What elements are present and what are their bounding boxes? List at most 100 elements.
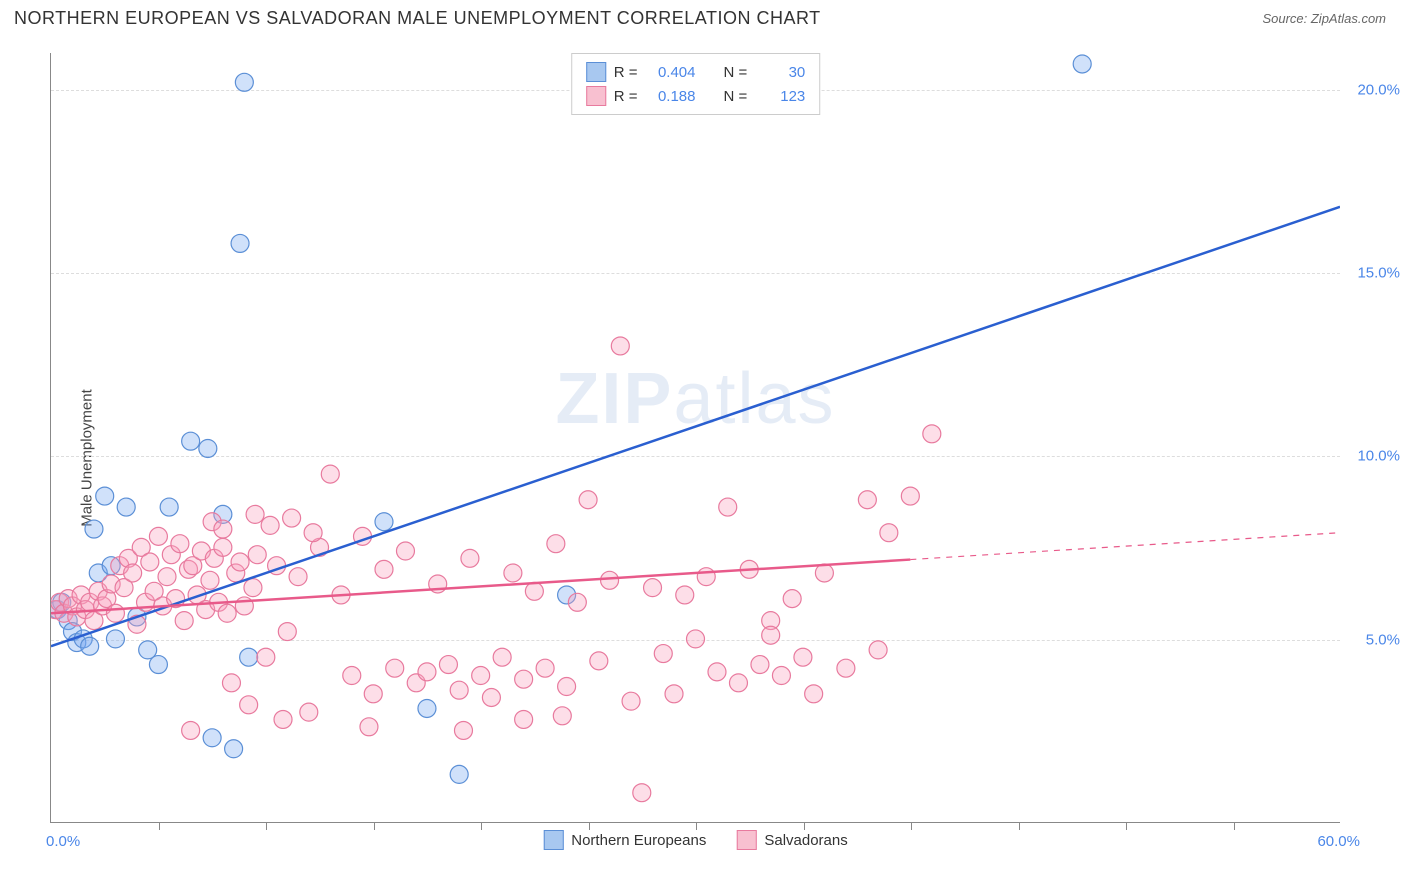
data-point bbox=[182, 432, 200, 450]
legend-item: Salvadorans bbox=[736, 830, 847, 850]
data-point bbox=[149, 527, 167, 545]
chart-title: NORTHERN EUROPEAN VS SALVADORAN MALE UNE… bbox=[14, 8, 821, 29]
data-point bbox=[257, 648, 275, 666]
x-tick bbox=[696, 822, 697, 830]
data-point bbox=[794, 648, 812, 666]
data-point bbox=[772, 667, 790, 685]
data-point bbox=[762, 626, 780, 644]
legend-series-name: Northern Europeans bbox=[571, 832, 706, 849]
data-point bbox=[553, 707, 571, 725]
data-point bbox=[869, 641, 887, 659]
data-point bbox=[240, 696, 258, 714]
data-point bbox=[231, 234, 249, 252]
data-point bbox=[515, 670, 533, 688]
data-point bbox=[396, 542, 414, 560]
data-point bbox=[214, 520, 232, 538]
data-point bbox=[106, 630, 124, 648]
y-tick-label: 20.0% bbox=[1357, 81, 1400, 98]
data-point bbox=[375, 560, 393, 578]
plot-area: ZIPatlas R =0.404N =30R =0.188N =123 0.0… bbox=[50, 53, 1340, 823]
data-point bbox=[278, 623, 296, 641]
data-point bbox=[880, 524, 898, 542]
y-tick-label: 10.0% bbox=[1357, 448, 1400, 465]
data-point bbox=[364, 685, 382, 703]
data-point bbox=[343, 667, 361, 685]
x-axis-min-label: 0.0% bbox=[46, 833, 80, 850]
chart-header: NORTHERN EUROPEAN VS SALVADORAN MALE UNE… bbox=[0, 0, 1406, 33]
legend-row: R =0.188N =123 bbox=[586, 84, 806, 108]
legend-item: Northern Europeans bbox=[543, 830, 706, 850]
legend-n-value: 123 bbox=[755, 88, 805, 105]
data-point bbox=[515, 710, 533, 728]
data-point bbox=[450, 681, 468, 699]
data-point bbox=[536, 659, 554, 677]
data-point bbox=[729, 674, 747, 692]
legend-r-label: R = bbox=[614, 88, 638, 105]
data-point bbox=[418, 663, 436, 681]
legend-n-label: N = bbox=[724, 64, 748, 81]
data-point bbox=[321, 465, 339, 483]
y-tick-label: 5.0% bbox=[1366, 631, 1400, 648]
data-point bbox=[222, 674, 240, 692]
data-point bbox=[568, 593, 586, 611]
data-point bbox=[96, 487, 114, 505]
data-point bbox=[558, 678, 576, 696]
data-point bbox=[117, 498, 135, 516]
data-point bbox=[633, 784, 651, 802]
data-point bbox=[644, 579, 662, 597]
data-point bbox=[218, 604, 236, 622]
legend-series-name: Salvadorans bbox=[764, 832, 847, 849]
data-point bbox=[203, 729, 221, 747]
data-point bbox=[439, 656, 457, 674]
data-point bbox=[182, 721, 200, 739]
data-point bbox=[304, 524, 322, 542]
x-tick bbox=[1234, 822, 1235, 830]
trend-line-extrapolated bbox=[910, 533, 1340, 560]
x-tick bbox=[266, 822, 267, 830]
data-point bbox=[923, 425, 941, 443]
legend-swatch bbox=[736, 830, 756, 850]
data-point bbox=[158, 568, 176, 586]
data-point bbox=[525, 582, 543, 600]
data-point bbox=[274, 710, 292, 728]
data-point bbox=[611, 337, 629, 355]
data-point bbox=[783, 590, 801, 608]
data-point bbox=[461, 549, 479, 567]
data-point bbox=[676, 586, 694, 604]
data-point bbox=[654, 645, 672, 663]
x-tick bbox=[1126, 822, 1127, 830]
data-point bbox=[160, 498, 178, 516]
data-point bbox=[360, 718, 378, 736]
legend-row: R =0.404N =30 bbox=[586, 60, 806, 84]
x-tick bbox=[589, 822, 590, 830]
data-point bbox=[837, 659, 855, 677]
legend-swatch bbox=[543, 830, 563, 850]
data-point bbox=[244, 579, 262, 597]
data-point bbox=[149, 656, 167, 674]
data-point bbox=[719, 498, 737, 516]
data-point bbox=[815, 564, 833, 582]
data-point bbox=[386, 659, 404, 677]
data-point bbox=[375, 513, 393, 531]
data-point bbox=[81, 637, 99, 655]
x-tick bbox=[481, 822, 482, 830]
legend-r-label: R = bbox=[614, 64, 638, 81]
legend-n-label: N = bbox=[724, 88, 748, 105]
chart-container: Male Unemployment ZIPatlas R =0.404N =30… bbox=[0, 33, 1406, 883]
data-point bbox=[472, 667, 490, 685]
data-point bbox=[300, 703, 318, 721]
data-point bbox=[450, 765, 468, 783]
data-point bbox=[805, 685, 823, 703]
x-tick bbox=[804, 822, 805, 830]
data-point bbox=[214, 538, 232, 556]
data-point bbox=[248, 546, 266, 564]
data-point bbox=[697, 568, 715, 586]
data-point bbox=[1073, 55, 1091, 73]
source-attribution: Source: ZipAtlas.com bbox=[1262, 11, 1386, 26]
data-point bbox=[283, 509, 301, 527]
scatter-plot bbox=[51, 53, 1340, 822]
data-point bbox=[240, 648, 258, 666]
data-point bbox=[493, 648, 511, 666]
y-tick-label: 15.0% bbox=[1357, 265, 1400, 282]
legend-swatch bbox=[586, 62, 606, 82]
